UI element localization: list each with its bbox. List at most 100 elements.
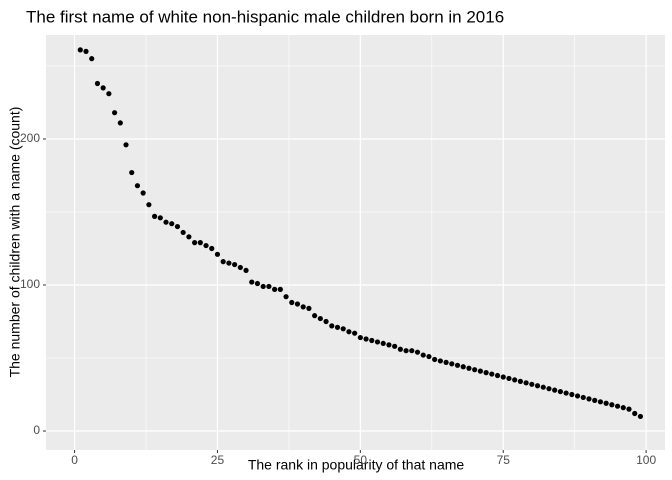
point xyxy=(266,283,272,290)
point xyxy=(494,372,501,379)
point xyxy=(637,413,644,420)
point xyxy=(409,348,415,354)
x-tick-label: 25 xyxy=(211,453,225,467)
y-axis-title: The number of children with a name (coun… xyxy=(7,107,23,378)
point xyxy=(89,56,95,62)
point xyxy=(220,259,226,265)
point xyxy=(632,410,638,417)
points xyxy=(77,47,644,420)
point xyxy=(134,183,141,189)
point xyxy=(203,242,209,249)
point xyxy=(443,359,449,365)
point xyxy=(123,142,129,148)
point xyxy=(454,362,461,368)
point xyxy=(117,120,123,126)
point xyxy=(386,342,392,348)
point xyxy=(306,305,312,311)
point xyxy=(403,348,409,354)
point xyxy=(226,260,232,266)
point xyxy=(552,387,558,393)
point xyxy=(100,85,106,91)
point xyxy=(374,339,381,345)
point xyxy=(294,301,301,307)
point xyxy=(380,340,386,347)
point xyxy=(397,346,403,352)
point xyxy=(586,396,592,402)
point xyxy=(283,294,289,300)
point xyxy=(334,324,341,330)
point xyxy=(472,367,478,373)
point xyxy=(352,330,358,336)
point xyxy=(540,384,546,390)
point xyxy=(186,234,192,240)
point xyxy=(249,279,255,285)
point xyxy=(243,267,249,273)
point xyxy=(557,388,564,395)
y-tick-label: 0 xyxy=(33,423,40,437)
point xyxy=(369,337,375,344)
point xyxy=(169,221,175,227)
point xyxy=(209,245,215,252)
x-tick-label: 75 xyxy=(497,453,511,467)
y-tick-label: 100 xyxy=(20,277,40,291)
point xyxy=(426,353,432,360)
point xyxy=(420,352,426,358)
point xyxy=(449,361,455,367)
x-axis-title: The rank in popularity of that name xyxy=(248,457,465,473)
point xyxy=(237,264,243,271)
point xyxy=(254,280,261,287)
point xyxy=(620,405,626,411)
grid xyxy=(46,35,665,450)
point xyxy=(357,334,363,341)
point xyxy=(317,315,323,322)
point xyxy=(323,318,329,325)
point xyxy=(340,326,346,332)
point xyxy=(460,364,466,370)
point xyxy=(489,371,495,377)
point xyxy=(289,299,295,306)
point xyxy=(529,381,535,387)
point xyxy=(603,400,609,406)
panel xyxy=(46,35,665,450)
point xyxy=(563,390,569,396)
point xyxy=(151,213,158,219)
point xyxy=(523,380,529,386)
point xyxy=(163,219,169,225)
point xyxy=(300,304,306,310)
point xyxy=(466,365,472,371)
point xyxy=(506,375,512,382)
point xyxy=(214,251,221,257)
point xyxy=(414,349,421,355)
chart-title: The first name of white non-hispanic mal… xyxy=(26,7,504,26)
point xyxy=(346,329,352,335)
point xyxy=(569,391,575,398)
point xyxy=(477,368,483,374)
point xyxy=(180,229,186,236)
point xyxy=(129,169,135,176)
point xyxy=(192,240,198,246)
point xyxy=(260,283,266,290)
point xyxy=(597,399,604,405)
point xyxy=(312,313,318,319)
point xyxy=(609,402,615,408)
point xyxy=(111,110,118,116)
x-tick-label: 100 xyxy=(636,453,656,467)
point xyxy=(277,286,283,292)
point xyxy=(592,397,598,403)
point xyxy=(546,386,552,392)
point xyxy=(363,336,369,342)
point xyxy=(574,393,581,399)
point xyxy=(534,383,541,389)
point xyxy=(432,356,438,363)
point xyxy=(94,80,101,87)
x-tick-label: 50 xyxy=(354,453,368,467)
point xyxy=(512,377,518,383)
point xyxy=(140,190,146,196)
point xyxy=(272,286,278,292)
point xyxy=(626,406,632,412)
point xyxy=(197,240,203,246)
point xyxy=(106,91,112,97)
point xyxy=(157,215,163,221)
